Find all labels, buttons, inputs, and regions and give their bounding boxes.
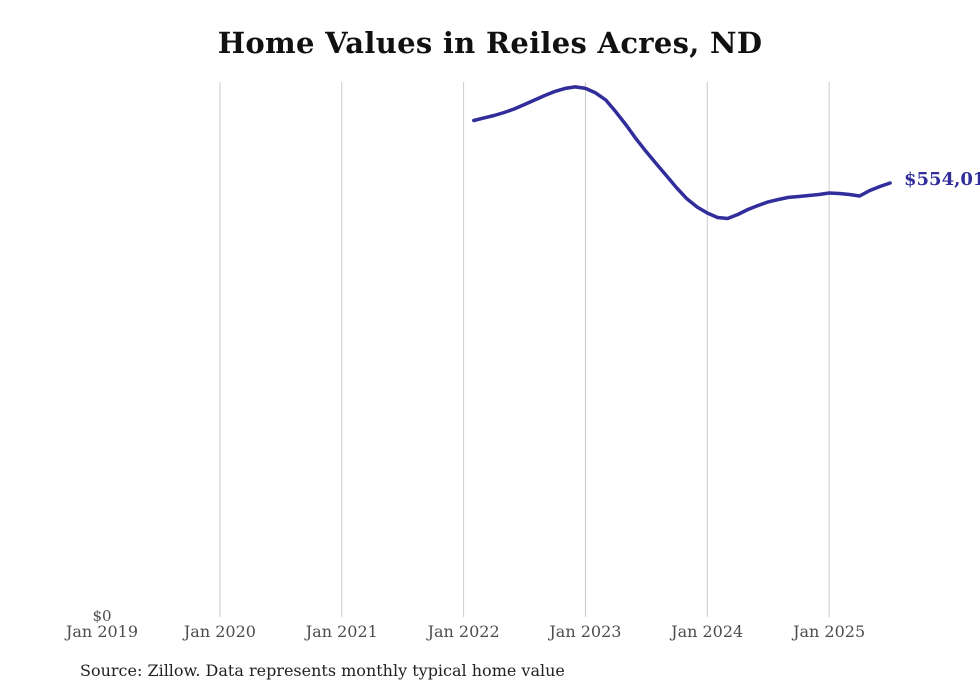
y-axis-zero-label: $0	[92, 607, 112, 625]
x-tick-label: Jan 2023	[549, 622, 622, 641]
latest-value-label: $554,019	[904, 169, 980, 190]
x-tick-label: Jan 2020	[183, 622, 256, 641]
x-tick-label: Jan 2022	[427, 622, 500, 641]
year-gridlines	[219, 82, 830, 617]
x-tick-label: Jan 2025	[793, 622, 866, 641]
x-tick-label: Jan 2024	[671, 622, 744, 641]
source-note: Source: Zillow. Data represents monthly …	[80, 661, 565, 680]
x-tick-label: Jan 2019	[65, 622, 139, 641]
home-value-line-series	[472, 85, 892, 221]
chart-title: Home Values in Reiles Acres, ND	[217, 26, 763, 60]
x-tick-label: Jan 2021	[305, 622, 378, 641]
